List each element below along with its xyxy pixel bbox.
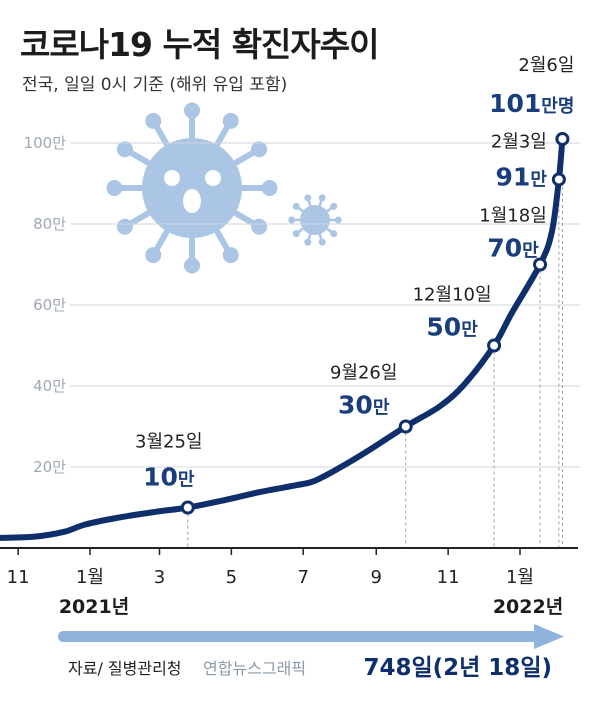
milestone-marker <box>487 338 502 353</box>
milestone-guides <box>187 138 563 548</box>
milestone-date-label: 3월25일 <box>135 432 202 453</box>
y-tick-label: 100만 <box>24 134 67 152</box>
milestone-unit: 만명 <box>541 96 574 117</box>
milestone-date-label: 9월26일 <box>330 363 397 384</box>
virus-icon-small <box>288 194 342 246</box>
x-tick-label: 1월 <box>76 567 104 588</box>
milestone-value: 101 <box>489 89 541 118</box>
milestones: 3월25일10만9월26일30만12월10일50만1월18일70만2월3일91만… <box>135 55 574 515</box>
milestone-marker <box>180 500 195 515</box>
virus-spike-tip <box>330 202 338 210</box>
milestone-unit: 만 <box>522 241 539 262</box>
virus-mouth <box>183 189 201 213</box>
milestone-value-label: 101만명 <box>489 89 574 118</box>
virus-spike-tip <box>318 238 326 246</box>
virus-spike-tip <box>145 247 162 264</box>
milestone-marker <box>551 172 566 187</box>
milestone-value: 70 <box>487 234 522 263</box>
virus-spike-tip <box>251 141 268 158</box>
duration-arrow <box>58 624 564 649</box>
virus-spike-tip <box>292 230 300 238</box>
milestone-unit: 만 <box>530 169 547 190</box>
milestone-marker <box>533 257 548 272</box>
duration-label: 748일(2년 18일) <box>363 655 552 681</box>
milestone-value-label: 70만 <box>487 234 539 263</box>
x-tick-label: 11 <box>437 567 460 588</box>
milestone-marker <box>398 419 413 434</box>
virus-eye-left <box>164 170 180 186</box>
year-label: 2022년 <box>493 596 563 618</box>
virus-spike-tip <box>222 112 239 129</box>
chart-title: 코로나19 누적 확진자추이 <box>20 25 380 64</box>
y-tick-label: 60만 <box>33 296 66 314</box>
source-label: 자료/ 질병관리청 <box>68 659 182 678</box>
milestone-value-label: 91만 <box>496 162 548 191</box>
arrow-shaft <box>58 631 538 642</box>
x-tick-label: 3 <box>154 567 165 588</box>
y-tick-label: 20만 <box>33 458 66 476</box>
virus-spike-tip <box>292 202 300 210</box>
virus-spike-tip <box>288 216 296 224</box>
x-tick-label: 11 <box>7 567 30 588</box>
x-tick-label: 5 <box>226 567 237 588</box>
year-label: 2021년 <box>59 596 129 618</box>
milestone-value: 50 <box>426 313 461 342</box>
milestone-value: 30 <box>338 391 373 420</box>
milestone-value-label: 50만 <box>426 313 478 342</box>
milestone-date-label: 2월3일 <box>491 131 547 152</box>
series-line <box>0 135 566 541</box>
virus-spike-tip <box>145 112 162 129</box>
x-tick-label: 7 <box>298 567 309 588</box>
virus-body <box>142 138 242 238</box>
milestone-value: 91 <box>496 162 531 191</box>
y-tick-label: 40만 <box>33 377 66 395</box>
virus-spike-tip <box>106 180 123 196</box>
virus-spike-tip <box>116 141 133 158</box>
milestone-value: 10 <box>143 463 178 492</box>
agency-label: 연합뉴스그래픽 <box>203 659 307 678</box>
virus-icon-large <box>106 102 278 274</box>
virus-spike-tip <box>116 218 133 235</box>
y-tick-label: 80만 <box>33 215 66 233</box>
virus-spike-tip <box>330 230 338 238</box>
y-gridlines: 20만 40만 60만 80만 100만 <box>24 134 580 476</box>
virus-spike-tip <box>184 257 200 274</box>
x-tick-label: 1월 <box>506 567 534 588</box>
milestone-unit: 만 <box>373 398 390 419</box>
virus-eye-right <box>205 170 221 186</box>
virus-spike-tip <box>261 180 278 196</box>
virus-spike-tip <box>251 218 268 235</box>
chart-subtitle: 전국, 일일 0시 기준 (해위 유입 포함) <box>22 75 288 95</box>
arrow-head <box>534 624 564 649</box>
milestone-value-label: 10만 <box>143 463 195 492</box>
virus-spike-tip <box>222 247 239 264</box>
virus-spike-tip <box>318 194 326 202</box>
milestone-marker <box>555 131 570 146</box>
virus-spike-tip <box>184 102 200 119</box>
virus-spike-tip <box>304 238 312 246</box>
virus-spike-tip <box>334 216 342 224</box>
x-axis-ticks: 11 1월 3 5 7 9 11 1월 <box>7 548 534 588</box>
virus-body <box>300 205 330 235</box>
milestone-date-label: 1월18일 <box>479 206 546 227</box>
milestone-unit: 만 <box>461 320 478 341</box>
milestone-date-label: 12월10일 <box>413 285 492 306</box>
virus-spike-tip <box>304 194 312 202</box>
milestone-date-label: 2월6일 <box>518 55 574 76</box>
milestone-unit: 만 <box>178 470 195 491</box>
milestone-value-label: 30만 <box>338 391 390 420</box>
x-tick-label: 9 <box>371 567 382 588</box>
